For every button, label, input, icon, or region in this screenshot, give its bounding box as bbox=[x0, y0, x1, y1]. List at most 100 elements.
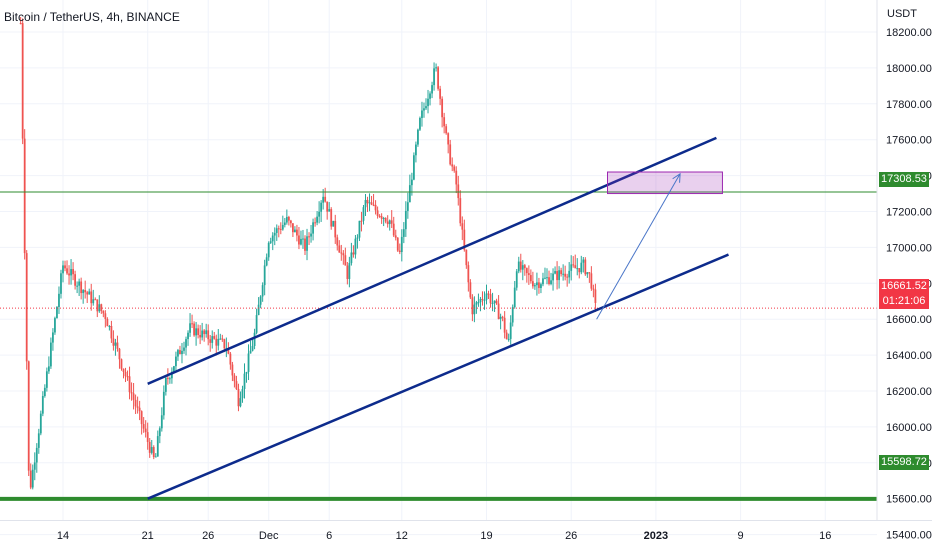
time-tick-label: 21 bbox=[142, 530, 154, 542]
candle-body bbox=[382, 217, 385, 219]
candle-body bbox=[195, 328, 197, 336]
candle-body bbox=[106, 318, 109, 327]
candle-body bbox=[473, 304, 476, 315]
candle-body bbox=[253, 332, 256, 346]
candle-body bbox=[52, 332, 54, 343]
candle-body bbox=[243, 373, 246, 390]
time-tick-label: 2023 bbox=[644, 530, 668, 542]
candle-body bbox=[404, 210, 407, 230]
candle-body bbox=[292, 223, 294, 233]
candle-body bbox=[449, 144, 452, 165]
candle-body bbox=[328, 209, 331, 212]
candle-body bbox=[88, 291, 91, 295]
candle-body bbox=[582, 259, 585, 263]
candle-body bbox=[237, 388, 240, 407]
candle-body bbox=[380, 216, 383, 219]
candle-body bbox=[287, 216, 290, 221]
candle-body bbox=[592, 288, 595, 290]
candle-body bbox=[475, 302, 478, 305]
candle-body bbox=[175, 356, 177, 367]
candle-body bbox=[439, 88, 442, 99]
candle-body bbox=[447, 133, 450, 145]
candle-body bbox=[177, 350, 179, 357]
time-tick-label: 6 bbox=[326, 530, 332, 542]
candle-body bbox=[310, 233, 312, 237]
candle-body bbox=[138, 407, 141, 412]
candle-body bbox=[471, 297, 474, 315]
candle-body bbox=[384, 217, 387, 222]
candle-body bbox=[558, 270, 560, 281]
candle-body bbox=[116, 342, 119, 349]
candle-body bbox=[160, 415, 163, 429]
time-tick-label: 16 bbox=[819, 530, 831, 542]
candle-body bbox=[523, 265, 526, 269]
horizontal-levels[interactable] bbox=[0, 191, 877, 501]
candle-body bbox=[527, 273, 530, 276]
candle-body bbox=[215, 338, 218, 346]
candle-body bbox=[427, 98, 429, 107]
candle-body bbox=[136, 406, 139, 408]
channel-line-lower[interactable] bbox=[147, 253, 729, 500]
candle-body bbox=[275, 228, 278, 233]
candle-body bbox=[86, 292, 89, 295]
candle-body bbox=[487, 293, 490, 295]
candle-body bbox=[445, 126, 448, 134]
candle-body bbox=[283, 222, 286, 225]
candle-body bbox=[300, 238, 302, 245]
currency-label: USDT bbox=[887, 8, 917, 20]
candle-body bbox=[350, 252, 353, 264]
time-axis[interactable]: 14 21 26 Dec 6 12 19 26 2023 9 16 bbox=[57, 530, 832, 542]
candle-body bbox=[154, 456, 157, 458]
candle-body bbox=[544, 277, 546, 279]
candle-body bbox=[529, 275, 532, 282]
price-tick-label: 17200.00 bbox=[886, 207, 932, 219]
candle-body bbox=[352, 252, 355, 255]
candle-body bbox=[540, 284, 542, 288]
candle-body bbox=[554, 271, 556, 274]
candle-body bbox=[433, 68, 435, 86]
candle-body bbox=[94, 299, 97, 301]
candle-body bbox=[255, 315, 258, 333]
candle-body bbox=[168, 378, 171, 380]
candle-body bbox=[265, 257, 268, 266]
candle-body bbox=[368, 202, 371, 204]
candle-body bbox=[120, 359, 123, 369]
candle-body bbox=[390, 220, 393, 224]
candle-body bbox=[60, 273, 62, 294]
candle-body bbox=[354, 238, 357, 255]
candle-body bbox=[62, 265, 64, 274]
target-zone-box[interactable] bbox=[607, 171, 723, 195]
candle-body bbox=[330, 209, 333, 227]
candle-body bbox=[191, 323, 193, 325]
candle-body bbox=[132, 393, 135, 400]
candle-body bbox=[344, 255, 347, 266]
price-tick-label: 16600.00 bbox=[886, 314, 932, 326]
candle-body bbox=[304, 238, 306, 251]
projection-arrow-line[interactable] bbox=[596, 173, 681, 320]
channel-line-upper[interactable] bbox=[147, 136, 717, 385]
candle-body bbox=[394, 235, 397, 238]
candle-body bbox=[164, 377, 167, 392]
candle-body bbox=[493, 300, 496, 304]
price-tick-label: 16200.00 bbox=[886, 386, 932, 398]
candle-body bbox=[421, 110, 423, 118]
candle-body bbox=[23, 138, 26, 254]
candle-body bbox=[356, 237, 359, 239]
candle-body bbox=[501, 316, 504, 318]
candle-body bbox=[183, 347, 185, 351]
trend-drawings[interactable] bbox=[147, 136, 729, 500]
candle-body bbox=[102, 310, 105, 314]
candle-body bbox=[415, 144, 417, 156]
price-tick-label: 18000.00 bbox=[886, 63, 932, 75]
candle-body bbox=[64, 265, 66, 269]
candle-body bbox=[179, 350, 181, 355]
symbol-title[interactable]: Bitcoin / TetherUS, 4h, BINANCE bbox=[4, 10, 180, 24]
candle-body bbox=[556, 271, 558, 281]
candle-body bbox=[76, 285, 79, 287]
candle-body bbox=[84, 290, 87, 293]
candle-body bbox=[25, 253, 28, 362]
candle-body bbox=[110, 326, 113, 339]
candle-body bbox=[273, 232, 276, 236]
candle-body bbox=[507, 338, 510, 340]
